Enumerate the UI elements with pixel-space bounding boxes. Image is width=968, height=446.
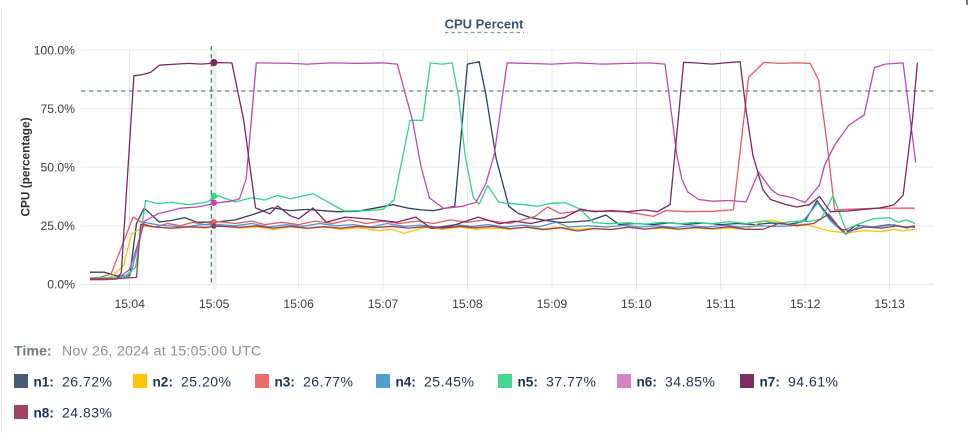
svg-text:n5:: n5: — [518, 374, 538, 389]
svg-text:Time:: Time: — [14, 344, 52, 360]
svg-text:n2:: n2: — [153, 374, 173, 389]
svg-text:24.83%: 24.83% — [62, 404, 112, 420]
svg-text:75.0%: 75.0% — [40, 102, 75, 116]
svg-text:25.0%: 25.0% — [40, 219, 75, 233]
svg-text:n6:: n6: — [637, 374, 657, 389]
svg-text:15:05: 15:05 — [199, 297, 230, 311]
svg-text:15:04: 15:04 — [114, 297, 145, 311]
svg-text:25.20%: 25.20% — [181, 373, 231, 389]
svg-text:100.0%: 100.0% — [34, 43, 75, 57]
svg-text:15:08: 15:08 — [452, 297, 483, 311]
svg-text:50.0%: 50.0% — [40, 161, 75, 175]
svg-text:15:06: 15:06 — [283, 297, 314, 311]
svg-text:15:09: 15:09 — [537, 297, 568, 311]
svg-text:25.45%: 25.45% — [424, 373, 474, 389]
svg-text:n1:: n1: — [34, 374, 54, 389]
svg-text:n8:: n8: — [34, 405, 54, 420]
svg-text:26.77%: 26.77% — [303, 373, 353, 389]
svg-text:15:10: 15:10 — [621, 297, 652, 311]
svg-text:n7:: n7: — [760, 374, 780, 389]
svg-text:34.85%: 34.85% — [665, 373, 715, 389]
svg-text:94.61%: 94.61% — [788, 373, 838, 389]
svg-text:15:11: 15:11 — [706, 297, 736, 311]
svg-text:15:07: 15:07 — [368, 297, 399, 311]
svg-text:26.72%: 26.72% — [62, 373, 112, 389]
svg-text:CPU Percent: CPU Percent — [445, 17, 524, 32]
svg-text:Nov 26, 2024 at 15:05:00 UTC: Nov 26, 2024 at 15:05:00 UTC — [62, 344, 261, 360]
svg-text:37.77%: 37.77% — [546, 373, 596, 389]
svg-text:15:12: 15:12 — [790, 297, 821, 311]
svg-text:15:13: 15:13 — [874, 297, 905, 311]
svg-text:CPU (percentage): CPU (percentage) — [19, 117, 33, 216]
svg-text:n4:: n4: — [396, 374, 416, 389]
svg-text:0.0%: 0.0% — [47, 278, 75, 292]
svg-text:n3:: n3: — [275, 374, 295, 389]
